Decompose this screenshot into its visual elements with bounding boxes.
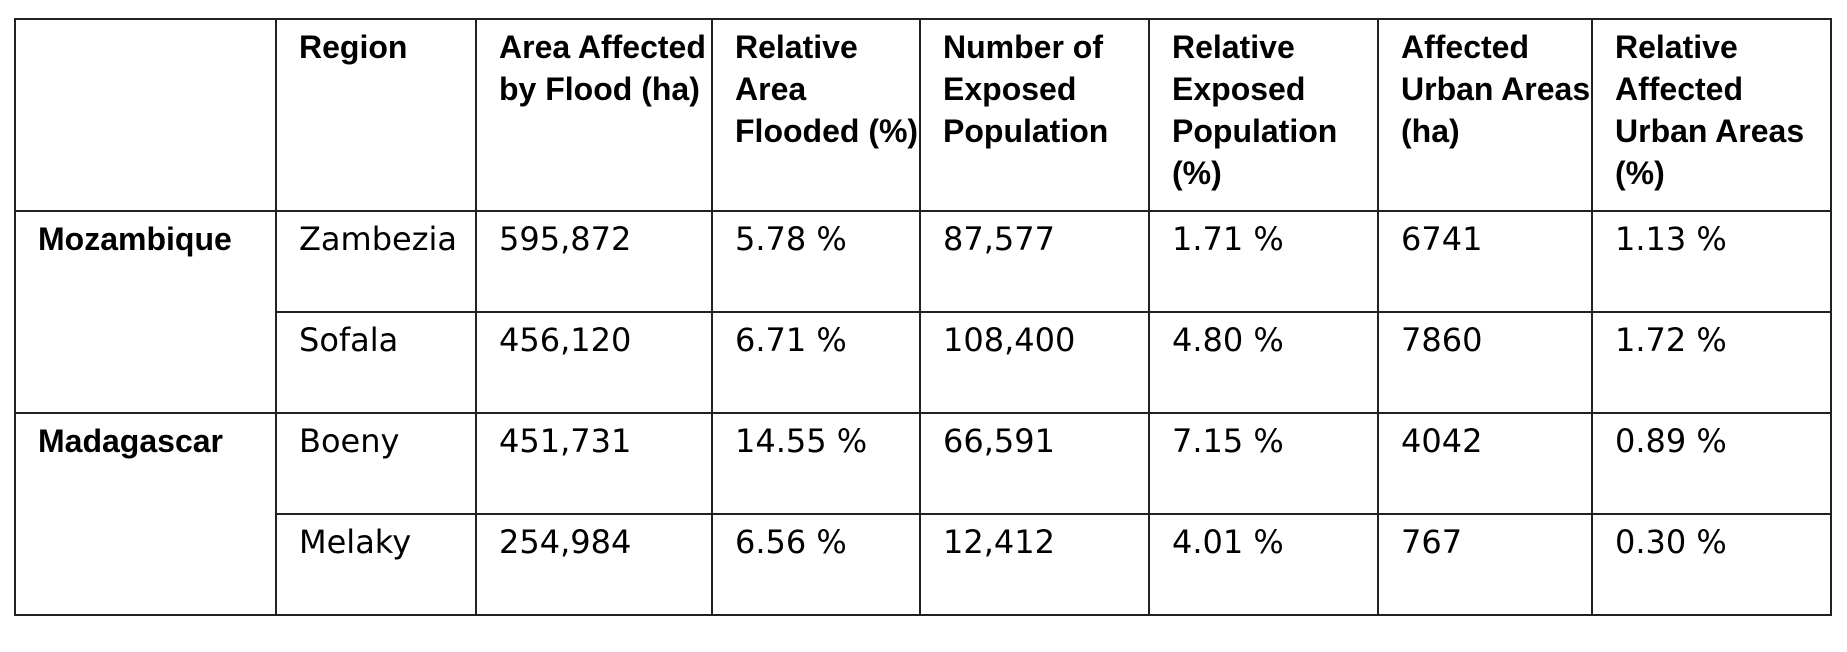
table-cell: 6.56 % (711, 513, 921, 616)
header-exposed-population: Number of Exposed Population (919, 18, 1150, 212)
country-cell: Mozambique (14, 210, 277, 414)
table-cell: Melaky (275, 513, 477, 616)
table-row: Melaky 254,984 6.56 % 12,412 4.01 % 767 … (15, 513, 1832, 616)
table-cell: 66,591 (919, 412, 1150, 515)
table-cell: 6741 (1377, 210, 1593, 313)
header-relative-affected-urban-areas: Relative Affected Urban Areas (%) (1591, 18, 1832, 212)
table-cell: 4042 (1377, 412, 1593, 515)
header-relative-area-flooded: Relative Area Flooded (%) (711, 18, 921, 212)
table-cell: 254,984 (475, 513, 713, 616)
table-cell: 6.71 % (711, 311, 921, 414)
table-cell: 0.89 % (1591, 412, 1832, 515)
table-cell: 12,412 (919, 513, 1150, 616)
table-cell: 451,731 (475, 412, 713, 515)
table-cell: 1.72 % (1591, 311, 1832, 414)
table-cell: 4.01 % (1148, 513, 1379, 616)
table-cell: 4.80 % (1148, 311, 1379, 414)
header-row: Region Area Affected by Flood (ha) Relat… (14, 18, 1832, 212)
table-row: Sofala 456,120 6.71 % 108,400 4.80 % 786… (15, 311, 1832, 414)
table-cell: 87,577 (919, 210, 1150, 313)
table-cell: 7.15 % (1148, 412, 1379, 515)
flood-impact-table: Region Area Affected by Flood (ha) Relat… (14, 18, 1832, 616)
table-row: Mozambique Zambezia 595,872 5.78 % 87,57… (14, 210, 1832, 414)
table-cell: 595,872 (475, 210, 713, 313)
table-row: Madagascar Boeny 451,731 14.55 % 66,591 … (14, 412, 1832, 616)
table-cell: Sofala (275, 311, 477, 414)
table-cell: 1.13 % (1591, 210, 1832, 313)
header-region: Region (275, 18, 477, 212)
header-affected-urban-areas: Affected Urban Areas (ha) (1377, 18, 1593, 212)
country-cell: Madagascar (14, 412, 277, 616)
header-country (14, 18, 277, 212)
table-cell: 108,400 (919, 311, 1150, 414)
table-cell: 1.71 % (1148, 210, 1379, 313)
table-cell: 767 (1377, 513, 1593, 616)
table-cell: 7860 (1377, 311, 1593, 414)
table-cell: 456,120 (475, 311, 713, 414)
header-area-affected: Area Affected by Flood (ha) (475, 18, 713, 212)
table-cell: 14.55 % (711, 412, 921, 515)
table-cell: 0.30 % (1591, 513, 1832, 616)
table-cell: Boeny (275, 412, 477, 515)
header-relative-exposed-population: Relative Exposed Population (%) (1148, 18, 1379, 212)
table-cell: 5.78 % (711, 210, 921, 313)
table-cell: Zambezia (275, 210, 477, 313)
